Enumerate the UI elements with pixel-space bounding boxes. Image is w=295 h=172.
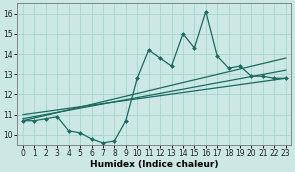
- X-axis label: Humidex (Indice chaleur): Humidex (Indice chaleur): [90, 159, 219, 169]
